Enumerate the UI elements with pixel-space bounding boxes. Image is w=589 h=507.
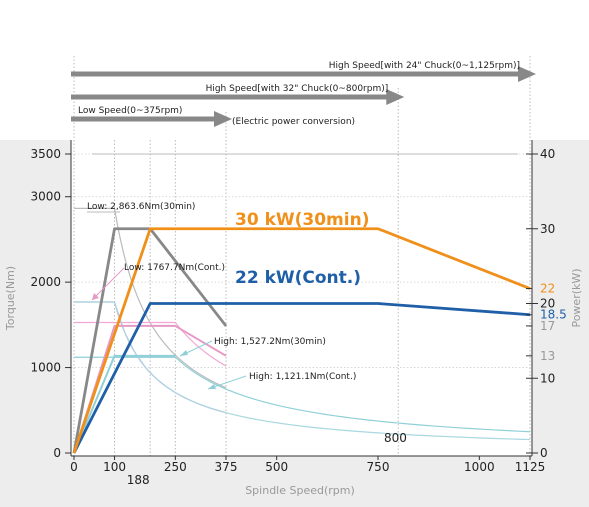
vertical-guides bbox=[73, 56, 531, 456]
grid-lines bbox=[71, 153, 532, 368]
x-tick-label: 750 bbox=[367, 460, 390, 474]
y-right-tick-label: 40 bbox=[540, 147, 555, 161]
annotation-low-cont: Low: 1767.7Nm(Cont.) bbox=[124, 263, 225, 273]
y-right-tick-label: 30 bbox=[540, 222, 555, 236]
y-right-tick-label: 10 bbox=[540, 371, 555, 385]
y-right-tick-label: 0 bbox=[540, 446, 548, 460]
x-tick-label: 250 bbox=[164, 460, 187, 474]
speed-range-arrowhead bbox=[386, 89, 405, 105]
annotation-low-30min: Low: 2,863.6Nm(30min) bbox=[87, 202, 195, 212]
speed-range-label: High Speed[with 24" Chuck(0~1,125rpm)] bbox=[329, 61, 520, 71]
range-note: (Electric power conversion) bbox=[232, 117, 355, 127]
annotation-high-30min: High: 1,527.2Nm(30min) bbox=[214, 337, 326, 347]
y-right-tick-label: 22 bbox=[540, 282, 555, 296]
x-tick-label: 375 bbox=[215, 460, 238, 474]
speed-range-arrows: High Speed[with 24" Chuck(0~1,125rpm)] Hi… bbox=[71, 61, 536, 127]
y-left-tick-label: 2000 bbox=[30, 275, 61, 289]
x-tick-label: 1000 bbox=[464, 460, 495, 474]
x-tick-label: 500 bbox=[265, 460, 288, 474]
torque-curve bbox=[74, 356, 531, 433]
y-right-tick-label: 20 bbox=[540, 297, 555, 311]
plot-area bbox=[71, 140, 532, 456]
torque-curve bbox=[74, 207, 227, 389]
y-left-tick-label: 3000 bbox=[30, 190, 61, 204]
y-left-tick-label: 0 bbox=[53, 446, 61, 460]
speed-range-arrowhead bbox=[214, 111, 232, 127]
y-left-tick-label: 1000 bbox=[30, 361, 61, 375]
series-label-30kw: 30 kW(30min) bbox=[235, 210, 369, 230]
speed-range-label: Low Speed(0~375rpm) bbox=[78, 106, 182, 116]
label-800: 800 bbox=[384, 431, 407, 445]
power-curve bbox=[72, 227, 228, 454]
power-curve bbox=[72, 227, 531, 454]
torque-curves bbox=[74, 207, 531, 441]
x-tick-label: 100 bbox=[103, 460, 126, 474]
y-right-tick-label: 13 bbox=[540, 349, 555, 363]
y-left-tick-label: 3500 bbox=[30, 147, 61, 161]
y-right-tick-label: 17 bbox=[540, 319, 555, 333]
right-axis-label: Power(kW) bbox=[570, 268, 583, 327]
power-curve bbox=[73, 354, 176, 454]
x-axis-label: Spindle Speed(rpm) bbox=[245, 484, 355, 497]
x-extra-tick-label: 188 bbox=[127, 473, 150, 487]
power-curves bbox=[72, 227, 531, 454]
power-curve bbox=[72, 302, 531, 454]
torque-curve bbox=[74, 301, 531, 441]
x-tick-label: 0 bbox=[70, 460, 78, 474]
axis-ticks: 0 100 250 375 500 750 1000 11251880100020003000… bbox=[30, 147, 566, 487]
x-tick-label: 1125 bbox=[515, 460, 546, 474]
speed-range-arrowhead bbox=[518, 66, 536, 82]
annotation-high-cont: High: 1,121.1Nm(Cont.) bbox=[249, 372, 356, 382]
left-axis-label: Torque(Nm) bbox=[4, 266, 17, 331]
series-label-22kw: 22 kW(Cont.) bbox=[235, 268, 361, 288]
speed-range-label: High Speed[with 32" Chuck(0~800rpm)] bbox=[206, 84, 389, 94]
y-right-tick-label: 18.5 bbox=[540, 308, 567, 322]
annotations: Low: 2,863.6Nm(30min) Low: 1767.7Nm(Cont… bbox=[87, 202, 407, 445]
